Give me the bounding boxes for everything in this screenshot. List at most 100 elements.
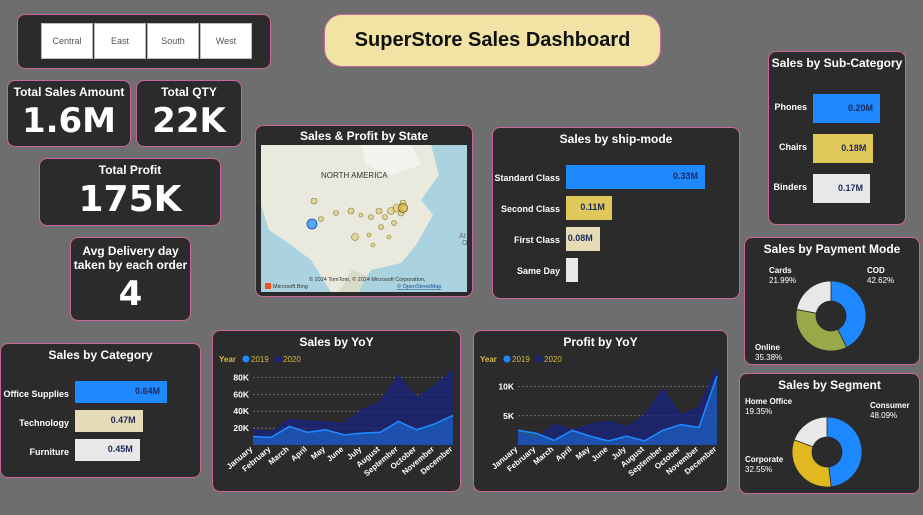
ship-mode-label: Standard Class xyxy=(494,173,560,183)
y-tick-label: 40K xyxy=(233,406,249,416)
sub-category-card: Sales by Sub-Category Phones 0.20M Chairs 0… xyxy=(768,51,906,225)
sub-category-value: 0.18M xyxy=(841,142,867,153)
map-title: Sales & Profit by State xyxy=(299,129,429,143)
series-line-2020[interactable] xyxy=(252,370,454,434)
ship-mode-bar[interactable] xyxy=(566,196,613,220)
legend-marker[interactable] xyxy=(274,355,282,363)
segment-title: Sales by Segment xyxy=(778,378,881,392)
segment-label: Home Office xyxy=(745,397,793,406)
payment-slice[interactable] xyxy=(795,308,848,352)
series-line-2019[interactable] xyxy=(252,414,454,439)
map-bubble-california[interactable] xyxy=(306,218,318,230)
ship-mode-label: Second Class xyxy=(500,204,560,214)
map-edge-label: At xyxy=(459,233,466,240)
payment-slice[interactable] xyxy=(796,280,832,314)
payment-slice[interactable] xyxy=(830,280,867,348)
category-bar[interactable] xyxy=(75,410,143,432)
segment-pct: 48.09% xyxy=(870,411,897,420)
map-bubbles[interactable] xyxy=(310,197,407,248)
legend-item[interactable]: 2019 xyxy=(251,355,269,364)
dashboard-title: SuperStore Sales Dashboard xyxy=(324,14,661,67)
sales-yoy-chart[interactable]: Year 2019 202080K60K40K20KJanuaryFebruaryM… xyxy=(213,349,460,491)
category-value: 0.64M xyxy=(135,386,161,396)
legend-item[interactable]: 2019 xyxy=(512,355,530,364)
kpi-total-qty-label: Total QTY xyxy=(161,85,217,99)
x-tick-label: May xyxy=(309,444,327,461)
category-bar[interactable] xyxy=(75,439,140,461)
ship-mode-card: Sales by ship-mode Standard Class 0.33M Se… xyxy=(492,127,740,299)
segment-label: Consumer xyxy=(870,401,910,410)
profit-yoy-card: Profit by YoY Year 2019 2020 10K 5K January Fe… xyxy=(473,330,728,492)
series-line-2020[interactable] xyxy=(517,368,718,441)
sub-category-bar[interactable] xyxy=(813,134,874,163)
kpi-total-sales: Total Sales Amount 1.6M xyxy=(7,80,131,147)
kpi-avg-delivery: Avg Delivery day taken by each order 4 xyxy=(70,237,191,321)
segment-slice[interactable] xyxy=(791,439,832,488)
payment-pct: 42.62% xyxy=(867,276,894,285)
segment-slice[interactable] xyxy=(793,416,828,448)
y-tick-label: 80K xyxy=(233,372,249,382)
legend-item[interactable]: 2020 xyxy=(544,355,562,364)
profit-yoy-chart[interactable]: Year 2019 202010K5KJanuaryFebruaryMarchApr… xyxy=(474,349,727,491)
legend-prefix: Year xyxy=(480,355,497,364)
category-label: Furniture xyxy=(29,447,70,457)
ship-mode-value: 0.11M xyxy=(580,202,605,212)
kpi-total-sales-label: Total Sales Amount xyxy=(13,85,125,99)
sub-category-value: 0.17M xyxy=(837,182,863,193)
kpi-avg-delivery-value: 4 xyxy=(118,274,143,314)
category-title: Sales by Category xyxy=(48,348,153,362)
x-tick-label: March xyxy=(532,445,556,467)
map-edge-label-2: O xyxy=(462,240,467,247)
legend-marker[interactable] xyxy=(242,355,250,363)
legend-item[interactable]: 2020 xyxy=(283,355,301,364)
ship-mode-bar[interactable] xyxy=(566,165,705,189)
legend-marker[interactable] xyxy=(503,355,511,363)
map-bubble-newyork[interactable] xyxy=(398,203,408,213)
series-area-2019 xyxy=(518,376,717,445)
map-visual[interactable]: NORTH AMERICA At O © 2024 TomTom, © 2024… xyxy=(261,145,467,292)
kpi-total-profit-label: Total Profit xyxy=(98,163,162,177)
sub-category-label: Phones xyxy=(774,102,807,112)
kpi-total-qty-value: 22K xyxy=(152,101,226,141)
profit-yoy-title: Profit by YoY xyxy=(563,335,638,349)
payment-pct: 21.99% xyxy=(769,276,796,285)
payment-title: Sales by Payment Mode xyxy=(763,242,901,256)
segment-slice[interactable] xyxy=(826,416,863,488)
kpi-avg-delivery-label-1: Avg Delivery day xyxy=(82,244,179,258)
slicer-east-button[interactable]: East xyxy=(94,23,146,59)
y-tick-label: 20K xyxy=(233,423,249,433)
map-card: Sales & Profit by State NORTH AMERICA At… xyxy=(255,125,473,297)
ship-mode-label: Same Day xyxy=(516,266,560,276)
x-tick-label: May xyxy=(574,444,592,461)
sub-category-bar[interactable] xyxy=(813,94,880,123)
slicer-west-button[interactable]: West xyxy=(200,23,252,59)
kpi-total-profit: Total Profit 175K xyxy=(39,158,221,226)
slicer-central-button[interactable]: Central xyxy=(41,23,93,59)
category-bar[interactable] xyxy=(75,381,167,403)
payment-label: COD xyxy=(867,266,885,275)
x-tick-label: June xyxy=(325,444,346,463)
series-area-2020 xyxy=(518,369,717,445)
payment-label: Online xyxy=(755,343,780,352)
ship-mode-bar[interactable] xyxy=(566,227,600,251)
microsoft-logo-icon xyxy=(265,283,271,289)
legend-prefix: Year xyxy=(219,355,236,364)
ship-mode-bar[interactable] xyxy=(566,258,578,282)
ship-mode-label: First Class xyxy=(513,235,560,245)
segment-card: Sales by Segment Consumer 48.09% Corporate… xyxy=(739,373,920,494)
series-area-2019 xyxy=(253,415,453,445)
category-label: Technology xyxy=(19,418,69,428)
legend-marker[interactable] xyxy=(535,355,543,363)
series-line-2019[interactable] xyxy=(517,375,718,442)
y-tick-label: 10K xyxy=(498,382,514,392)
kpi-total-profit-value: 175K xyxy=(78,179,182,220)
slicer-south-button[interactable]: South xyxy=(147,23,199,59)
y-tick-label: 60K xyxy=(233,389,249,399)
ship-mode-value: 0.08M xyxy=(567,233,593,243)
series-area-2020 xyxy=(253,370,453,445)
map-attribution: © 2024 TomTom, © 2024 Microsoft Corporat… xyxy=(309,276,426,283)
map-attribution-link[interactable]: © OpenStreetMap xyxy=(397,283,441,290)
sub-category-bar[interactable] xyxy=(813,174,870,203)
